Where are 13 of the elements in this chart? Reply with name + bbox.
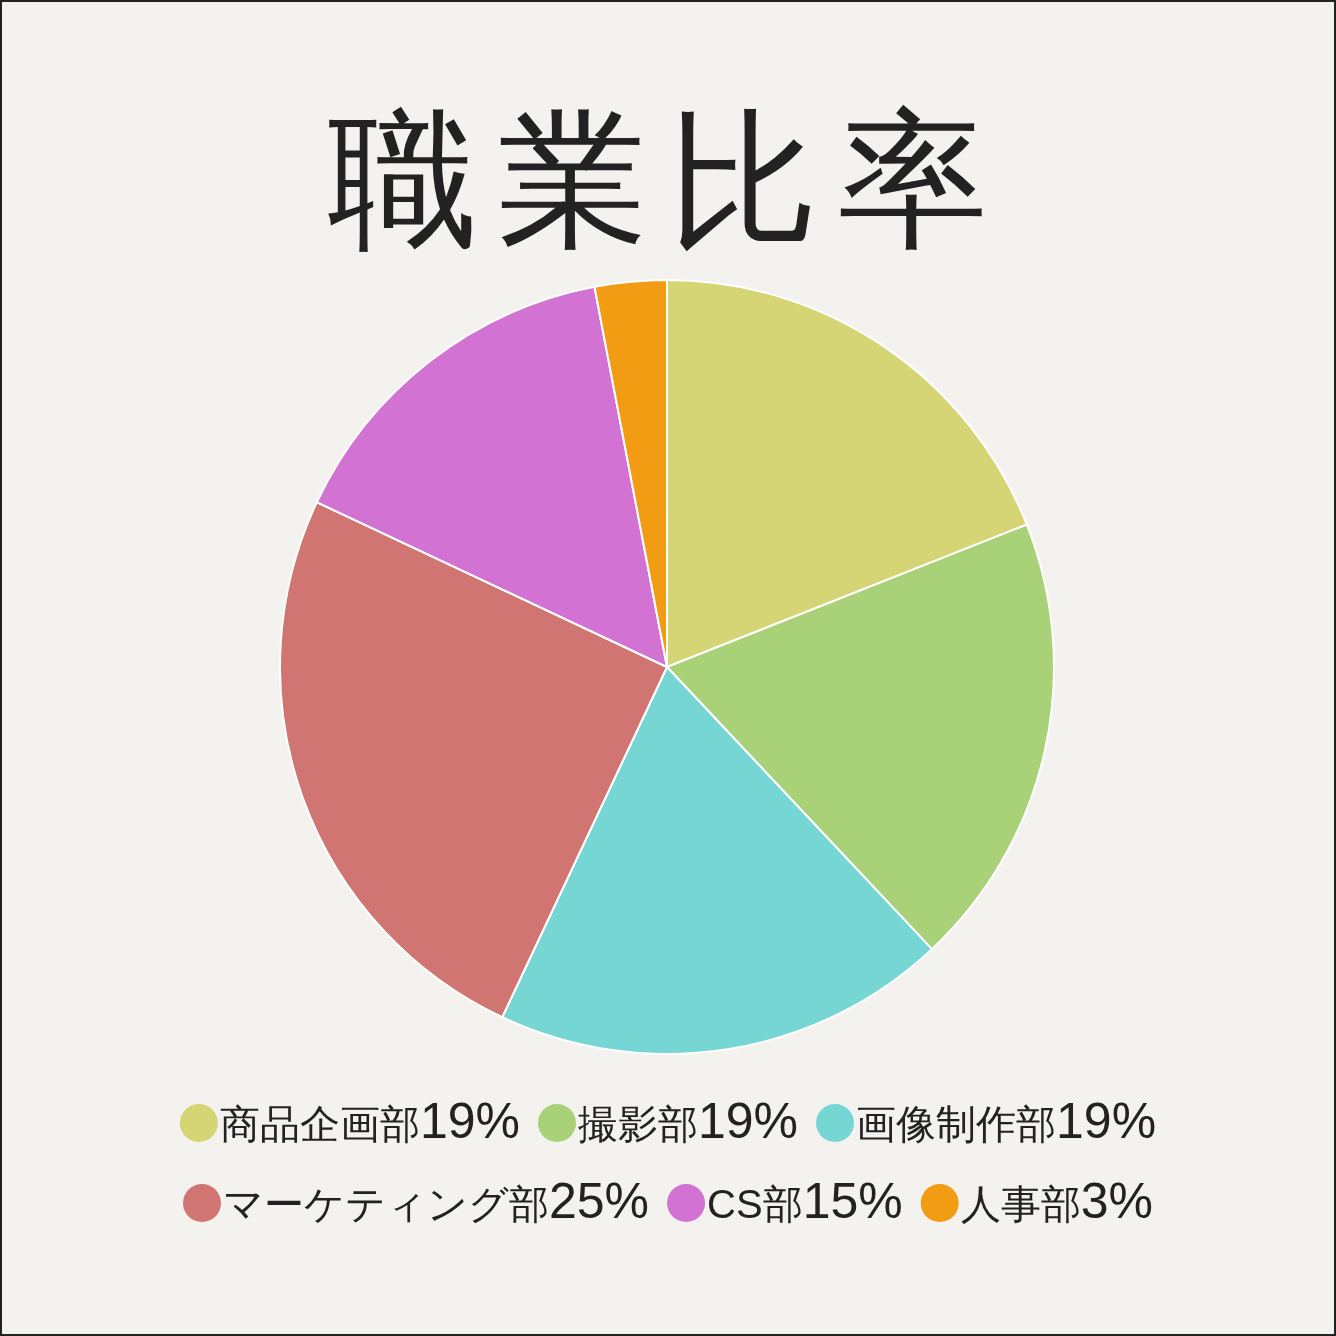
data-label: 19% bbox=[697, 1093, 799, 1149]
data-label: 3% bbox=[1080, 1173, 1153, 1229]
data-label: 15% bbox=[802, 1173, 903, 1229]
chart-title: 職業比率 bbox=[328, 96, 1008, 264]
data-label: 25% bbox=[549, 1173, 650, 1229]
legend-label: 撮影部 bbox=[577, 1102, 698, 1146]
legend-label: 画像制作部 bbox=[856, 1102, 1057, 1146]
legend-label: CS部 bbox=[707, 1182, 803, 1226]
data-label: 19% bbox=[419, 1093, 520, 1149]
data-label: 19% bbox=[1056, 1093, 1157, 1149]
legend-label: 人事部 bbox=[960, 1182, 1081, 1226]
legend-label: マーケティング部 bbox=[223, 1182, 549, 1226]
legend-label: 商品企画部 bbox=[219, 1102, 420, 1146]
